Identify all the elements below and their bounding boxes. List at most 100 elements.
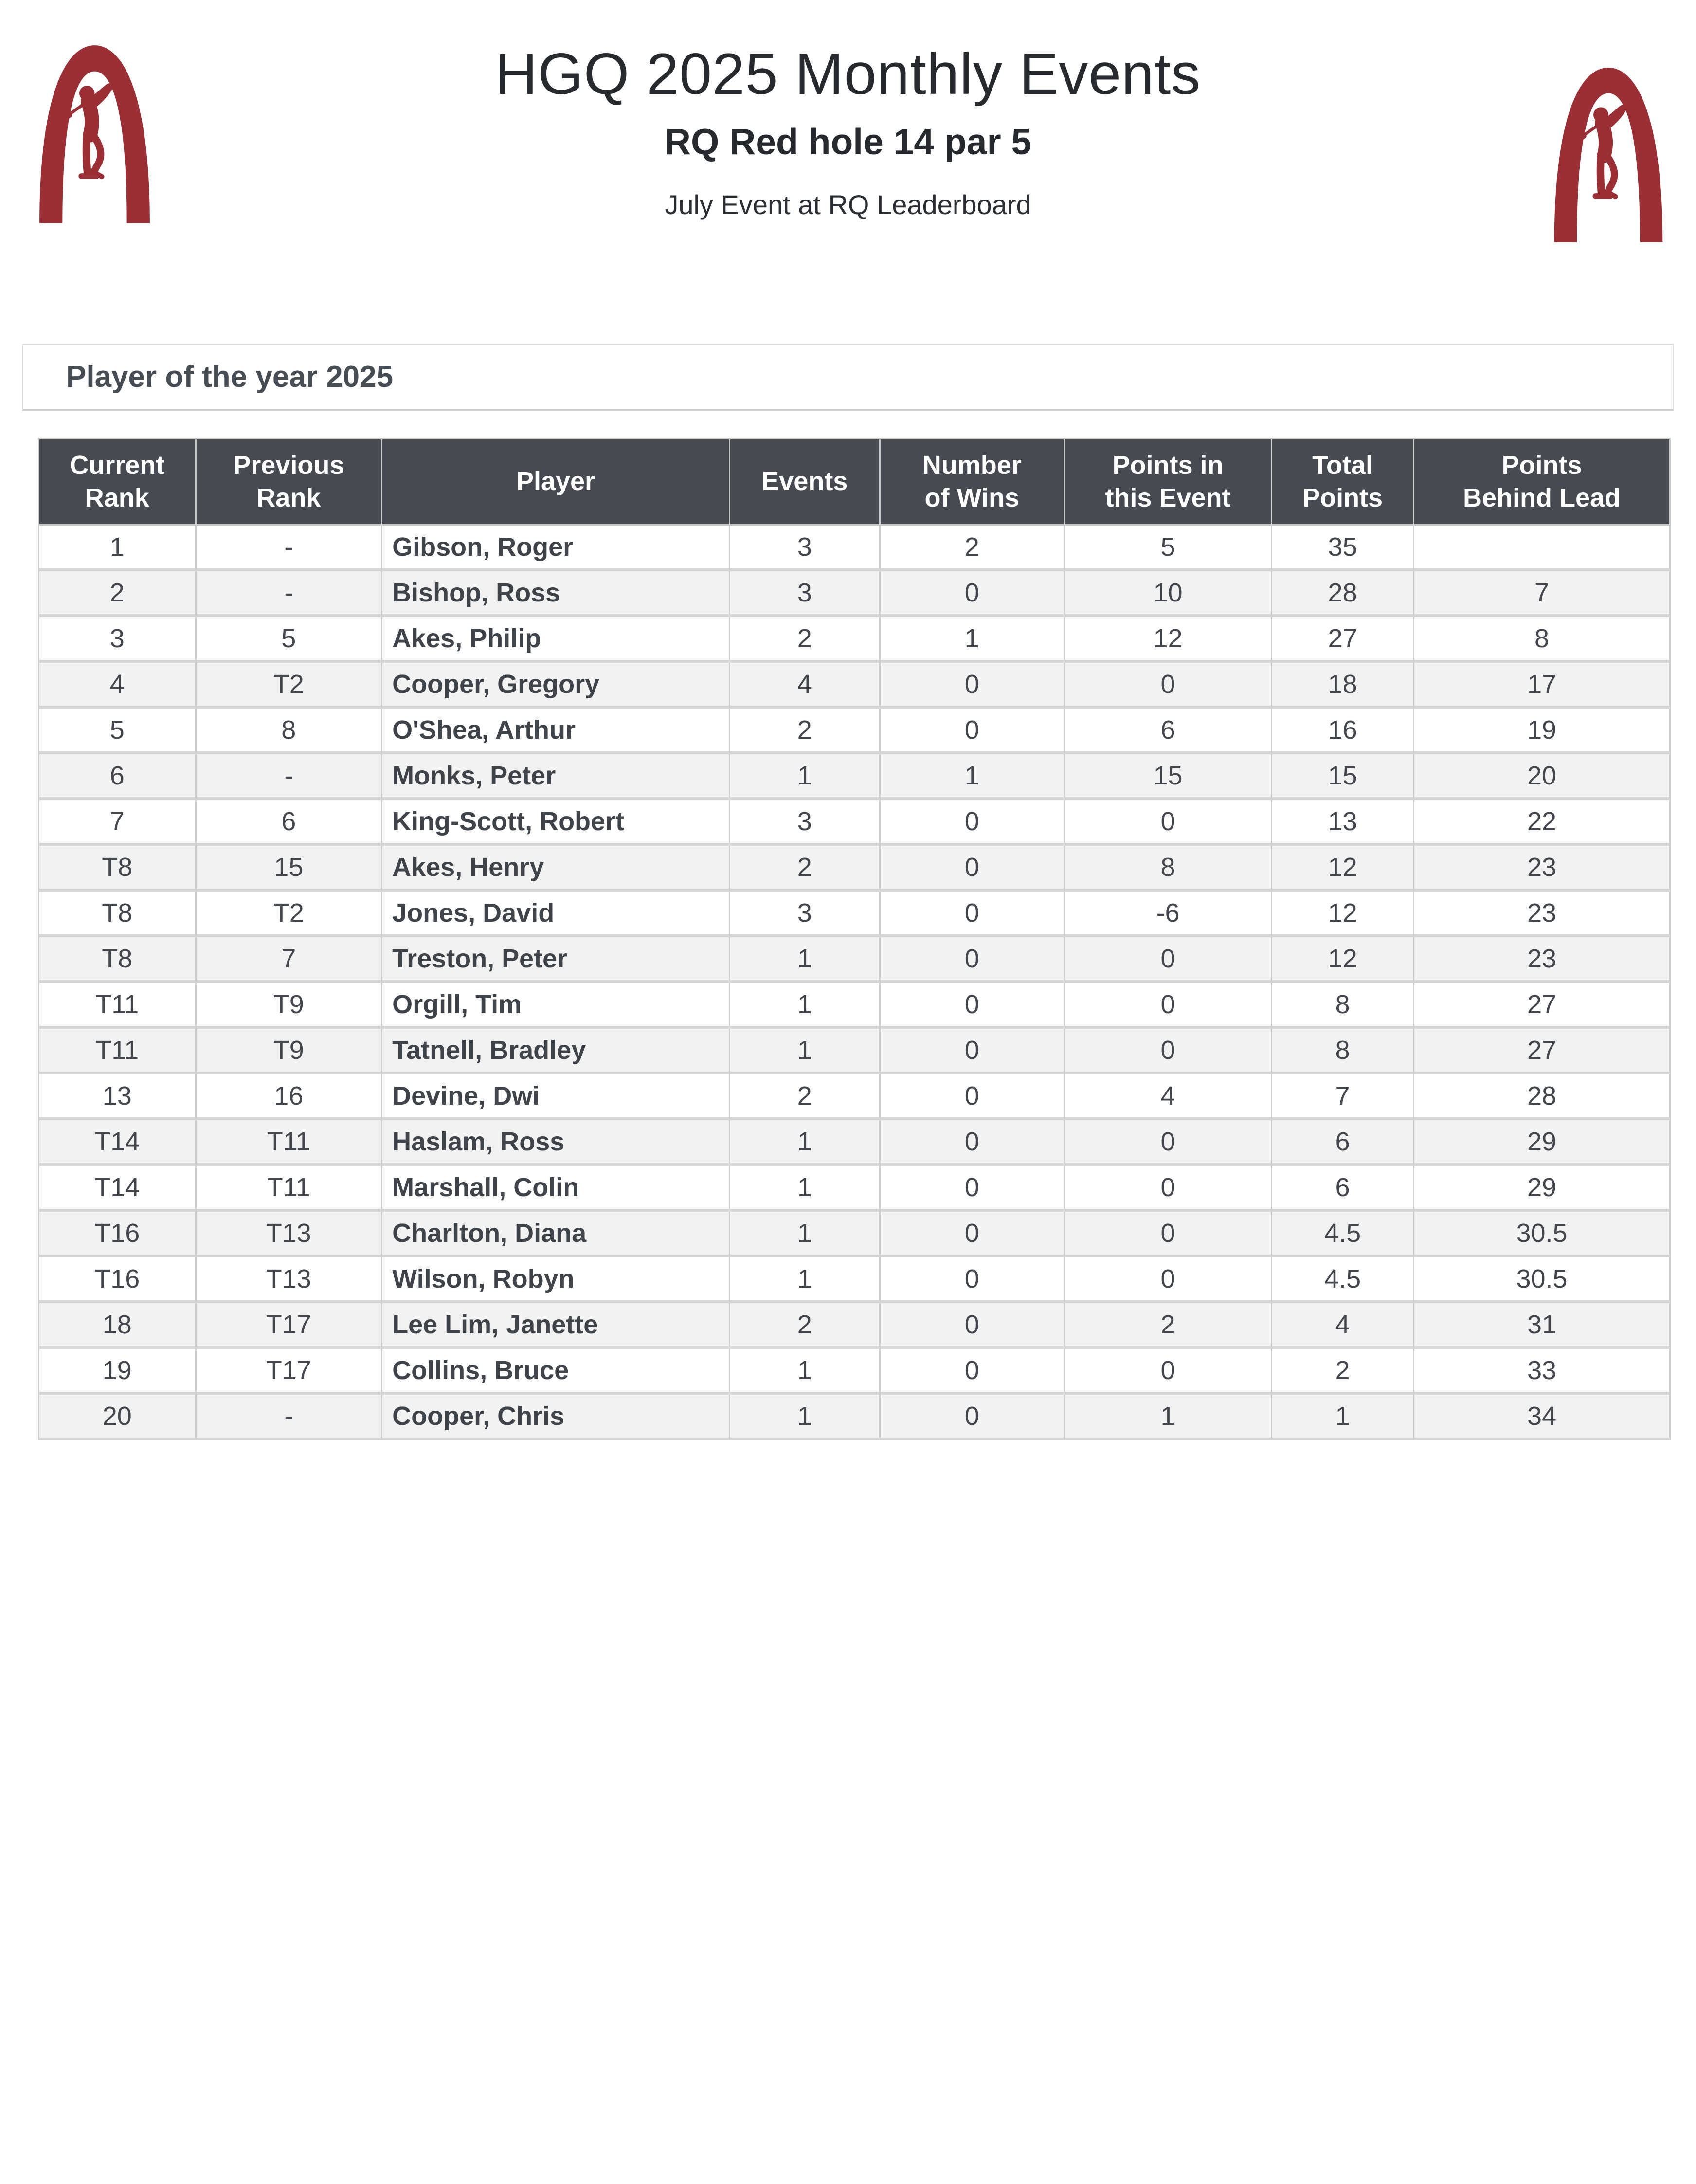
cell-current-rank: 2 [38, 571, 197, 617]
cell-player: Haslam, Ross [382, 1120, 730, 1166]
table-row: T14 T11 Marshall, Colin 1 0 0 6 29 [38, 1165, 1671, 1212]
cell-events: 2 [730, 617, 881, 663]
cell-current-rank: 19 [38, 1348, 197, 1395]
cell-previous-rank: T17 [196, 1303, 383, 1349]
cell-events: 1 [730, 937, 881, 983]
cell-points-behind: 27 [1414, 983, 1671, 1029]
cell-points-this-event: 6 [1065, 708, 1273, 754]
cell-points-behind: 23 [1414, 937, 1671, 983]
cell-events: 4 [730, 662, 881, 709]
event-line: July Event at RQ Leaderboard [665, 189, 1031, 220]
cell-player: Devine, Dwi [382, 1074, 730, 1120]
page-title: HGQ 2025 Monthly Events [495, 41, 1201, 107]
cell-points-behind: 7 [1414, 571, 1671, 617]
cell-current-rank: T16 [38, 1257, 197, 1303]
cell-number-of-wins: 0 [880, 1120, 1065, 1166]
leaderboard-header: Current Rank Previous Rank Player Events… [38, 438, 1671, 526]
cell-points-behind: 30.5 [1414, 1257, 1671, 1303]
cell-points-this-event: 0 [1065, 1120, 1273, 1166]
cell-player: Treston, Peter [382, 937, 730, 983]
table-row: T8 T2 Jones, David 3 0 -6 12 23 [38, 891, 1671, 937]
cell-events: 2 [730, 845, 881, 892]
cell-player: O'Shea, Arthur [382, 708, 730, 754]
table-row: T8 15 Akes, Henry 2 0 8 12 23 [38, 845, 1671, 892]
cell-events: 2 [730, 1074, 881, 1120]
cell-points-behind: 33 [1414, 1348, 1671, 1395]
cell-number-of-wins: 0 [880, 937, 1065, 983]
cell-events: 2 [730, 708, 881, 754]
cell-total-points: 1 [1272, 1394, 1415, 1440]
cell-points-this-event: 0 [1065, 1211, 1273, 1257]
cell-events: 3 [730, 571, 881, 617]
cell-points-this-event: -6 [1065, 891, 1273, 937]
cell-current-rank: 7 [38, 800, 197, 846]
cell-total-points: 12 [1272, 845, 1415, 892]
cell-total-points: 12 [1272, 891, 1415, 937]
cell-events: 1 [730, 1165, 881, 1212]
cell-previous-rank: 8 [196, 708, 383, 754]
cell-number-of-wins: 0 [880, 891, 1065, 937]
cell-events: 1 [730, 1394, 881, 1440]
cell-total-points: 4.5 [1272, 1257, 1415, 1303]
leaderboard-table: Current Rank Previous Rank Player Events… [38, 438, 1671, 1440]
cell-current-rank: 13 [38, 1074, 197, 1120]
cell-previous-rank: - [196, 1394, 383, 1440]
col-header-points-this-event: Points in this Event [1065, 438, 1273, 526]
cell-events: 1 [730, 1120, 881, 1166]
cell-total-points: 4 [1272, 1303, 1415, 1349]
cell-previous-rank: T9 [196, 1028, 383, 1074]
cell-player: Gibson, Roger [382, 525, 730, 571]
cell-previous-rank: T13 [196, 1211, 383, 1257]
cell-events: 1 [730, 754, 881, 800]
cell-previous-rank: T13 [196, 1257, 383, 1303]
cell-number-of-wins: 0 [880, 1028, 1065, 1074]
cell-points-this-event: 1 [1065, 1394, 1273, 1440]
cell-current-rank: T11 [38, 983, 197, 1029]
cell-player: Charlton, Diana [382, 1211, 730, 1257]
cell-points-this-event: 12 [1065, 617, 1273, 663]
cell-current-rank: T8 [38, 891, 197, 937]
cell-events: 1 [730, 1257, 881, 1303]
cell-total-points: 15 [1272, 754, 1415, 800]
cell-points-behind: 28 [1414, 1074, 1671, 1120]
cell-current-rank: 5 [38, 708, 197, 754]
cell-previous-rank: - [196, 571, 383, 617]
cell-player: Orgill, Tim [382, 983, 730, 1029]
cell-number-of-wins: 2 [880, 525, 1065, 571]
cell-number-of-wins: 0 [880, 1348, 1065, 1395]
cell-player: Collins, Bruce [382, 1348, 730, 1395]
cell-total-points: 18 [1272, 662, 1415, 709]
cell-points-behind: 20 [1414, 754, 1671, 800]
table-row: 4 T2 Cooper, Gregory 4 0 0 18 17 [38, 662, 1671, 709]
cell-current-rank: T16 [38, 1211, 197, 1257]
table-row: 5 8 O'Shea, Arthur 2 0 6 16 19 [38, 708, 1671, 754]
cell-current-rank: 18 [38, 1303, 197, 1349]
cell-player: Marshall, Colin [382, 1165, 730, 1212]
table-row: 7 6 King-Scott, Robert 3 0 0 13 22 [38, 800, 1671, 846]
table-row: T8 7 Treston, Peter 1 0 0 12 23 [38, 937, 1671, 983]
cell-points-this-event: 0 [1065, 800, 1273, 846]
cell-current-rank: 1 [38, 525, 197, 571]
cell-player: Lee Lim, Janette [382, 1303, 730, 1349]
cell-previous-rank: 6 [196, 800, 383, 846]
cell-points-behind: 29 [1414, 1165, 1671, 1212]
cell-player: Monks, Peter [382, 754, 730, 800]
cell-current-rank: 4 [38, 662, 197, 709]
cell-previous-rank: T2 [196, 891, 383, 937]
cell-points-this-event: 5 [1065, 525, 1273, 571]
cell-total-points: 6 [1272, 1120, 1415, 1166]
cell-player: Tatnell, Bradley [382, 1028, 730, 1074]
cell-current-rank: T14 [38, 1120, 197, 1166]
cell-total-points: 13 [1272, 800, 1415, 846]
cell-previous-rank: - [196, 525, 383, 571]
cell-points-behind: 8 [1414, 617, 1671, 663]
cell-points-behind [1414, 525, 1671, 571]
cell-points-this-event: 15 [1065, 754, 1273, 800]
cell-player: King-Scott, Robert [382, 800, 730, 846]
cell-previous-rank: 16 [196, 1074, 383, 1120]
cell-events: 1 [730, 1348, 881, 1395]
cell-number-of-wins: 0 [880, 571, 1065, 617]
col-header-events: Events [730, 438, 881, 526]
cell-number-of-wins: 0 [880, 983, 1065, 1029]
